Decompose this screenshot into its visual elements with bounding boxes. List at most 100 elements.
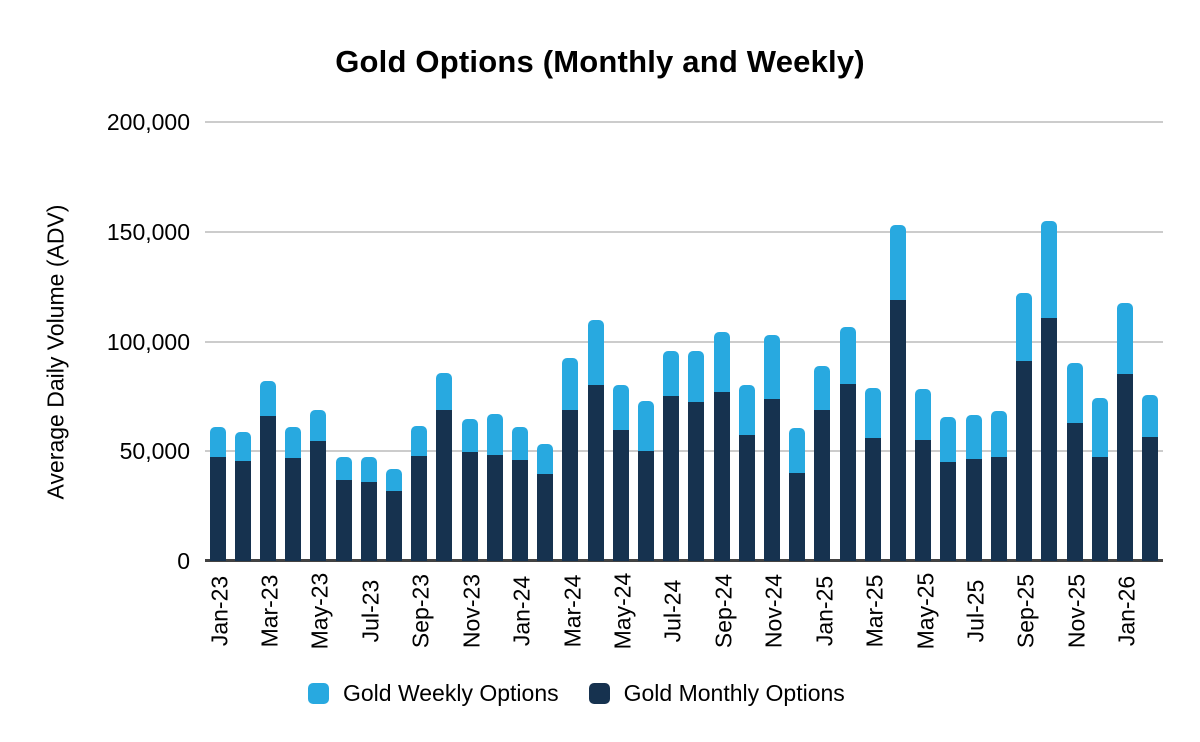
bar-Jan-24[interactable] <box>507 122 532 561</box>
bar-May-23[interactable] <box>306 122 331 561</box>
x-axis-line <box>205 559 1163 562</box>
bar-stack <box>209 427 226 561</box>
bar-Mar-23[interactable] <box>255 122 280 561</box>
bar-segment-monthly <box>814 409 831 561</box>
bar-stack <box>360 456 377 561</box>
bar-segment-weekly <box>1066 363 1083 423</box>
bar-segment-monthly <box>1142 436 1159 561</box>
x-tick-label-Nov-23: Nov-23 <box>458 573 485 649</box>
bar-stack <box>587 319 604 561</box>
bar-Oct-24[interactable] <box>734 122 759 561</box>
bar-stack <box>814 365 831 561</box>
x-tick-label-Nov-25: Nov-25 <box>1063 573 1090 649</box>
x-tick-label-Jul-24: Jul-24 <box>659 579 686 643</box>
bar-Feb-26[interactable] <box>1138 122 1163 561</box>
bar-stack <box>486 413 503 561</box>
bar-segment-weekly <box>1091 397 1108 457</box>
legend-label: Gold Monthly Options <box>623 680 845 706</box>
bar-segment-weekly <box>1142 395 1159 437</box>
bar-Apr-25[interactable] <box>885 122 910 561</box>
bar-segment-weekly <box>688 351 705 402</box>
bar-May-24[interactable] <box>608 122 633 561</box>
bar-Apr-24[interactable] <box>583 122 608 561</box>
bar-Oct-25[interactable] <box>1037 122 1062 561</box>
gridline-100000 <box>205 340 1163 343</box>
bar-stack <box>738 385 755 561</box>
bar-segment-monthly <box>587 385 604 561</box>
bar-Mar-25[interactable] <box>860 122 885 561</box>
bar-stack <box>436 373 453 561</box>
bar-segment-weekly <box>814 365 831 410</box>
bar-segment-weekly <box>890 225 907 300</box>
bar-Aug-23[interactable] <box>381 122 406 561</box>
bar-Feb-25[interactable] <box>835 122 860 561</box>
bar-segment-weekly <box>537 443 554 475</box>
bar-Nov-23[interactable] <box>457 122 482 561</box>
bar-Sep-23[interactable] <box>407 122 432 561</box>
bar-Jul-23[interactable] <box>356 122 381 561</box>
bar-Jul-24[interactable] <box>659 122 684 561</box>
bar-stack <box>713 331 730 561</box>
bar-May-25[interactable] <box>911 122 936 561</box>
legend-item-gold-weekly-options[interactable]: Gold Weekly Options <box>308 680 559 707</box>
bar-segment-weekly <box>587 319 604 386</box>
bar-stack <box>890 225 907 561</box>
bar-stack <box>764 334 781 561</box>
bar-segment-monthly <box>1066 422 1083 561</box>
bar-Nov-24[interactable] <box>759 122 784 561</box>
bar-segment-weekly <box>512 427 529 461</box>
bar-segment-weekly <box>915 388 932 441</box>
bar-Aug-24[interactable] <box>684 122 709 561</box>
bar-segment-weekly <box>234 431 251 462</box>
legend-item-gold-monthly-options[interactable]: Gold Monthly Options <box>588 680 845 707</box>
bar-segment-monthly <box>663 396 680 561</box>
bar-Jun-23[interactable] <box>331 122 356 561</box>
bar-segment-monthly <box>411 455 428 561</box>
chart-legend: Gold Weekly Options Gold Monthly Options <box>308 680 845 707</box>
bar-segment-monthly <box>1016 361 1033 561</box>
bar-segment-weekly <box>1116 303 1133 375</box>
bar-Feb-23[interactable] <box>230 122 255 561</box>
bar-segment-weekly <box>612 385 629 431</box>
bar-Jan-23[interactable] <box>205 122 230 561</box>
bar-Dec-25[interactable] <box>1087 122 1112 561</box>
bar-Sep-25[interactable] <box>1012 122 1037 561</box>
bar-segment-weekly <box>864 387 881 439</box>
bar-segment-weekly <box>1041 220 1058 319</box>
gridline-200000 <box>205 121 1163 123</box>
y-tick-label: 0 <box>177 548 190 574</box>
bar-segment-weekly <box>638 400 655 452</box>
bar-Feb-24[interactable] <box>533 122 558 561</box>
bar-stack <box>335 456 352 561</box>
x-tick-label-Nov-24: Nov-24 <box>760 573 787 649</box>
bar-stack <box>562 357 579 561</box>
bar-Jan-25[interactable] <box>810 122 835 561</box>
bar-segment-monthly <box>764 398 781 561</box>
x-tick-label-Jul-25: Jul-25 <box>962 579 989 643</box>
bar-Jul-25[interactable] <box>961 122 986 561</box>
bar-Dec-23[interactable] <box>482 122 507 561</box>
bar-segment-weekly <box>411 426 428 456</box>
bar-Nov-25[interactable] <box>1062 122 1087 561</box>
bar-Aug-25[interactable] <box>986 122 1011 561</box>
bar-stack <box>638 400 655 561</box>
bar-stack <box>1116 303 1133 561</box>
bar-Jan-26[interactable] <box>1112 122 1137 561</box>
bar-stack <box>1041 220 1058 561</box>
bar-Jun-25[interactable] <box>936 122 961 561</box>
bar-Oct-23[interactable] <box>432 122 457 561</box>
bar-segment-monthly <box>461 452 478 561</box>
bar-segment-monthly <box>436 409 453 561</box>
bar-Sep-24[interactable] <box>709 122 734 561</box>
bar-Jun-24[interactable] <box>633 122 658 561</box>
bar-Dec-24[interactable] <box>785 122 810 561</box>
bar-stack <box>965 415 982 561</box>
bar-Mar-24[interactable] <box>558 122 583 561</box>
bar-stack <box>1016 293 1033 561</box>
bar-segment-weekly <box>1016 293 1033 362</box>
chart-title: Gold Options (Monthly and Weekly) <box>335 44 865 79</box>
bar-Apr-23[interactable] <box>281 122 306 561</box>
bar-stack <box>864 387 881 561</box>
y-tick-label: 50,000 <box>119 438 190 465</box>
gridline-150000 <box>205 230 1163 233</box>
